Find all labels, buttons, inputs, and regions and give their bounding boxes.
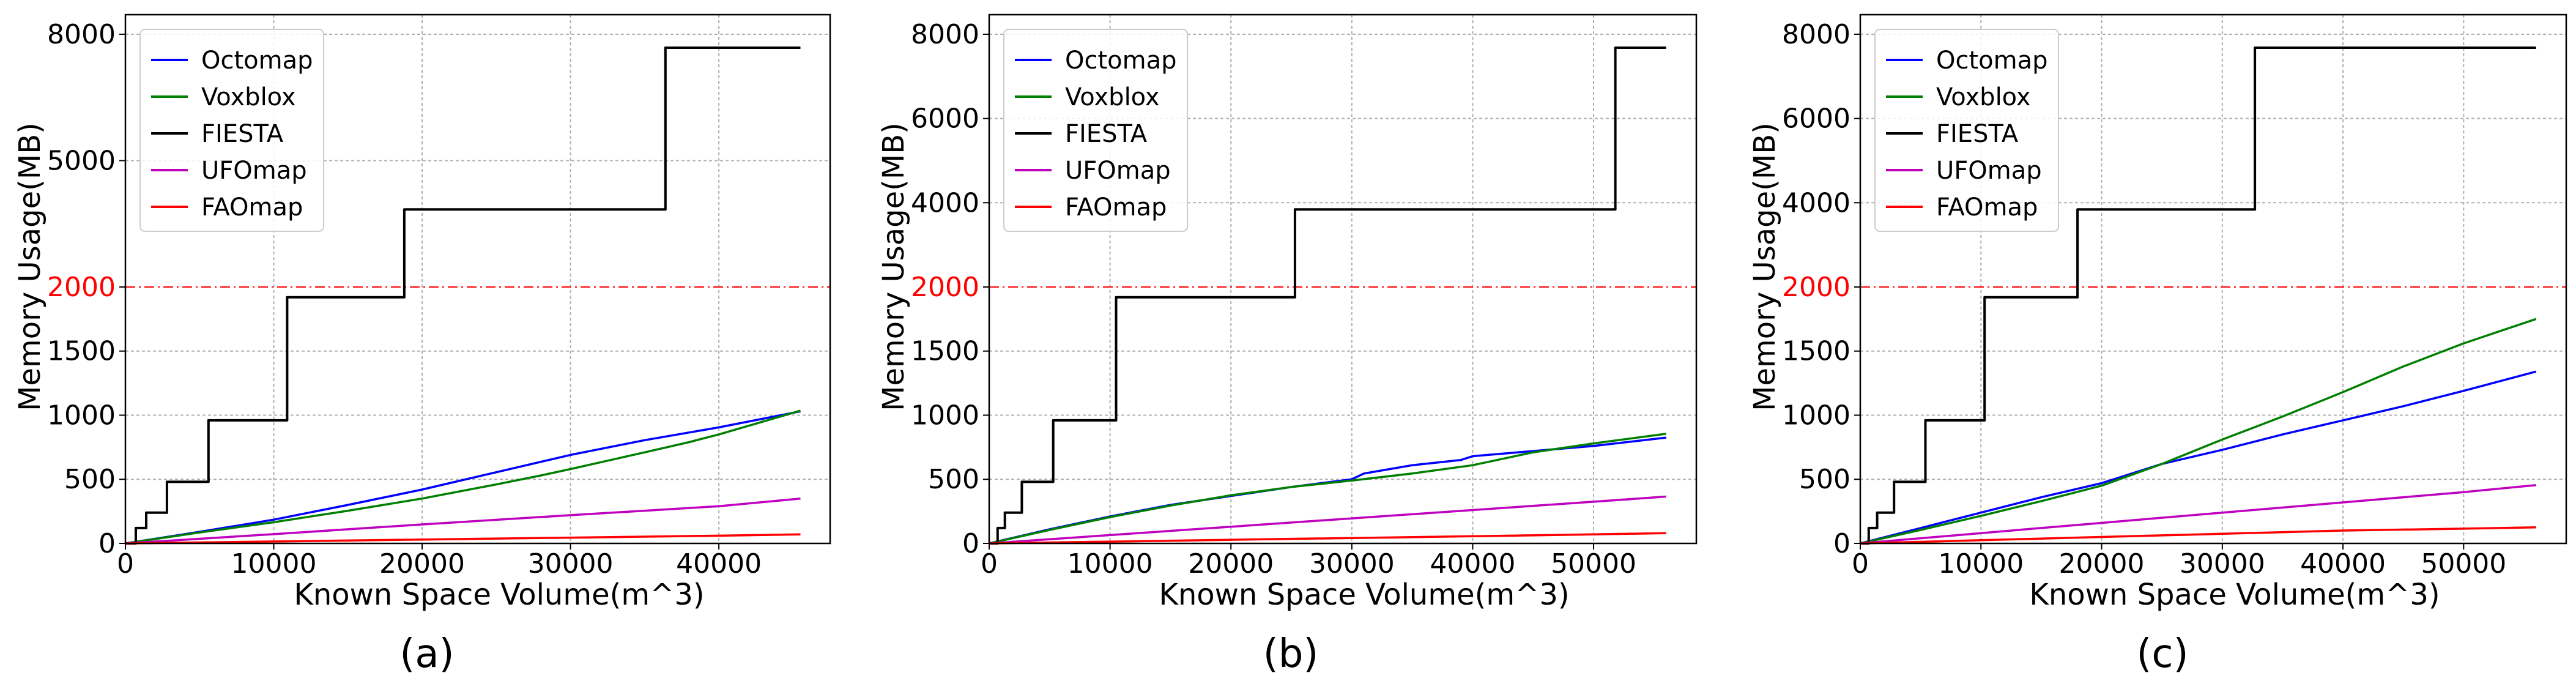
series-line-fiesta — [1860, 47, 2536, 545]
chart-panel-b: 0 10000 20000 30000 40000 50000 0 500 1000 1500 20… — [877, 13, 1698, 677]
series-line-voxblox — [1860, 318, 2537, 545]
y-tick-label: 1000 — [47, 400, 116, 431]
y-tick-label: 8000 — [911, 19, 979, 50]
x-tick-label: 40000 — [676, 548, 762, 580]
series-line-octomap — [125, 410, 801, 545]
legend-label-voxblox: Voxblox — [1065, 83, 1160, 111]
chart-panel-a: 0 10000 20000 30000 40000 0 500 1000 1500 2000 500… — [13, 13, 831, 677]
series-line-ufomap — [1860, 483, 2536, 545]
y-tick-label: 1500 — [1782, 336, 1850, 367]
legend: Octomap Voxblox FIESTA UFOmap FAOmap — [1874, 29, 2059, 232]
x-tick-label: 50000 — [2421, 548, 2506, 580]
x-axis-label: Known Space Volume(m^3) — [2029, 578, 2440, 612]
legend-label-ufomap: UFOmap — [1936, 157, 2042, 185]
y-tick-label: 5000 — [47, 145, 116, 176]
y-tick-label: 2000 — [1782, 272, 1850, 303]
y-tick-label: 1500 — [47, 336, 116, 367]
plot-frame — [988, 13, 1698, 545]
legend-box — [1003, 29, 1188, 232]
legend-label-fiesta: FIESTA — [1936, 120, 2019, 148]
x-tick-label: 20000 — [379, 548, 465, 580]
x-tick-label: 30000 — [528, 548, 614, 580]
x-tick-label: 20000 — [1188, 548, 1274, 580]
x-axis-label: Known Space Volume(m^3) — [294, 578, 704, 612]
y-tick-label: 0 — [962, 528, 979, 559]
panel-caption: (a) — [399, 632, 454, 677]
x-tick-label: 30000 — [1309, 548, 1395, 580]
y-tick-label: 500 — [64, 464, 116, 495]
legend-label-fiesta: FIESTA — [1065, 120, 1148, 148]
x-tick-label: 40000 — [1430, 548, 1515, 580]
series-line-voxblox — [989, 433, 1666, 545]
panel-caption: (b) — [1263, 632, 1319, 677]
series-line-fiesta — [989, 47, 1666, 545]
legend-label-voxblox: Voxblox — [1936, 83, 2031, 111]
legend-box — [1874, 29, 2059, 232]
y-axis-label: Memory Usage(MB) — [13, 122, 47, 411]
series-line-ufomap — [125, 497, 801, 545]
y-axis-label: Memory Usage(MB) — [1748, 122, 1782, 411]
legend-label-octomap: Octomap — [201, 47, 313, 75]
y-tick-label: 1000 — [1782, 400, 1850, 431]
legend-label-ufomap: UFOmap — [201, 157, 307, 185]
series-line-faomap — [125, 533, 801, 545]
y-tick-label: 8000 — [1782, 19, 1850, 50]
legend-label-octomap: Octomap — [1065, 47, 1177, 75]
panel-caption: (c) — [2136, 632, 2188, 677]
y-tick-label: 500 — [928, 464, 979, 495]
series-line-faomap — [1860, 526, 2536, 545]
plot-frame — [124, 13, 831, 545]
y-tick-label: 6000 — [1782, 103, 1850, 135]
legend-label-octomap: Octomap — [1936, 47, 2048, 75]
y-tick-label: 2000 — [911, 272, 979, 303]
y-tick-label: 4000 — [1782, 187, 1850, 218]
y-tick-label: 2000 — [47, 272, 116, 303]
series-line-voxblox — [125, 409, 801, 545]
series-line-faomap — [989, 532, 1666, 545]
series-line-ufomap — [989, 495, 1666, 545]
legend: Octomap Voxblox FIESTA UFOmap FAOmap — [1003, 29, 1188, 232]
legend-label-faomap: FAOmap — [1936, 193, 2038, 222]
plot-frame — [1859, 13, 2567, 545]
y-tick-label: 500 — [1799, 464, 1850, 495]
legend-label-faomap: FAOmap — [201, 193, 303, 222]
y-tick-label: 0 — [1833, 528, 1850, 559]
legend-label-ufomap: UFOmap — [1065, 157, 1171, 185]
y-tick-label: 0 — [98, 528, 116, 559]
x-tick-label: 10000 — [1067, 548, 1153, 580]
legend-label-faomap: FAOmap — [1065, 193, 1167, 222]
x-tick-label: 10000 — [1938, 548, 2024, 580]
y-axis-label: Memory Usage(MB) — [877, 122, 911, 411]
x-tick-label: 20000 — [2059, 548, 2145, 580]
y-tick-label: 6000 — [911, 103, 979, 135]
x-axis-label: Known Space Volume(m^3) — [1159, 578, 1569, 612]
x-tick-label: 50000 — [1551, 548, 1636, 580]
legend-box — [139, 29, 324, 232]
chart-panel-c: 0 10000 20000 30000 40000 50000 0 500 1000 1500 20… — [1748, 13, 2567, 677]
x-tick-label: 10000 — [231, 548, 317, 580]
y-tick-label: 1000 — [911, 400, 979, 431]
series-line-octomap — [1860, 370, 2537, 545]
legend: Octomap Voxblox FIESTA UFOmap FAOmap — [139, 29, 324, 232]
y-tick-label: 8000 — [47, 19, 116, 50]
legend-label-voxblox: Voxblox — [201, 83, 296, 111]
x-tick-label: 0 — [117, 548, 134, 580]
x-tick-label: 40000 — [2300, 548, 2386, 580]
y-tick-label: 1500 — [911, 336, 979, 367]
x-tick-label: 0 — [1852, 548, 1869, 580]
y-tick-label: 4000 — [911, 187, 979, 218]
series-line-octomap — [989, 436, 1666, 545]
x-tick-label: 0 — [981, 548, 998, 580]
series-line-fiesta — [125, 47, 801, 545]
legend-label-fiesta: FIESTA — [201, 120, 284, 148]
x-tick-label: 30000 — [2180, 548, 2265, 580]
